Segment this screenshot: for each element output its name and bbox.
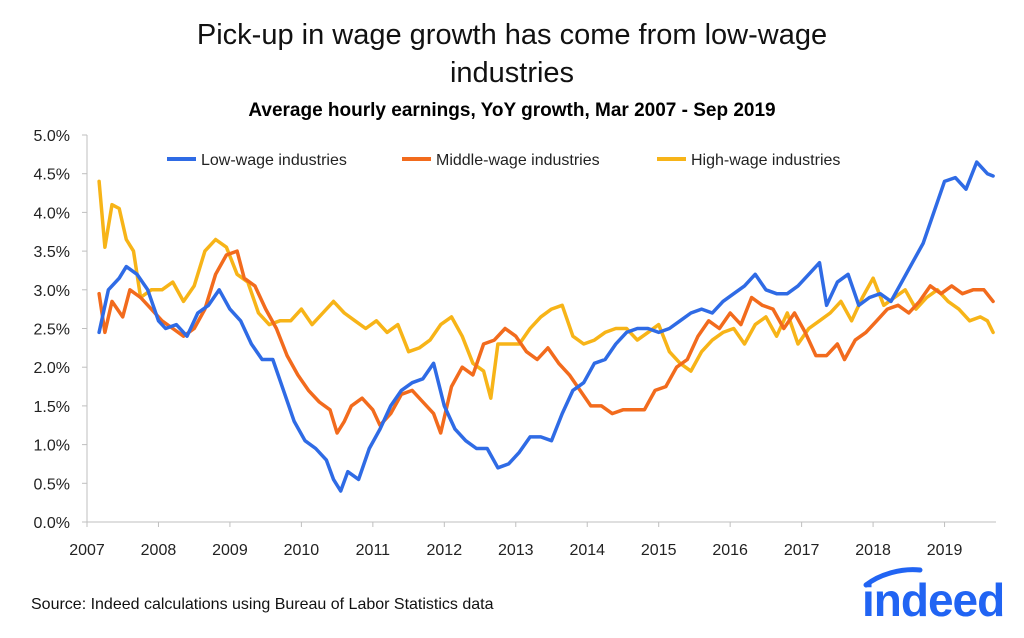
logo-wordmark: indeed (862, 574, 1004, 626)
x-tick-label: 2011 (356, 542, 391, 559)
x-tick-label: 2015 (641, 542, 677, 559)
chart-subtitle: Average hourly earnings, YoY growth, Mar… (248, 100, 775, 121)
x-tick-label: 2007 (69, 542, 105, 559)
y-tick-label: 2.5% (34, 322, 70, 339)
x-tick-label: 2017 (784, 542, 820, 559)
series-line-low-wage (97, 160, 995, 493)
x-tick-label: 2010 (284, 542, 320, 559)
source-note: Source: Indeed calculations using Bureau… (31, 596, 494, 613)
y-tick-label: 2.0% (34, 360, 70, 377)
x-tick-label: 2009 (212, 542, 248, 559)
y-tick-label: 3.5% (34, 244, 70, 261)
x-tick-label: 2014 (569, 542, 605, 559)
x-tick-label: 2016 (712, 542, 748, 559)
legend-label-middle-wage: Middle-wage industries (436, 152, 600, 169)
legend-label-low-wage: Low-wage industries (201, 152, 347, 169)
y-tick-label: 0.5% (34, 476, 70, 493)
y-tick-label: 4.5% (34, 167, 70, 184)
x-axis: 2007 2008 2009 2010 2011 2012 2013 2014 2015 2016… (69, 522, 962, 559)
y-tick-label: 3.0% (34, 283, 70, 300)
legend-label-high-wage: High-wage industries (691, 152, 840, 169)
x-tick-label: 2013 (498, 542, 534, 559)
series-line-high-wage (97, 179, 995, 400)
y-tick-label: 4.0% (34, 205, 70, 222)
x-tick-label: 2019 (927, 542, 963, 559)
indeed-logo: indeed (862, 567, 1005, 626)
chart-title-line-1: Pick-up in wage growth has come from low… (197, 19, 827, 51)
y-axis: 0.0% 0.5% 1.0% 1.5% 2.0% 2.5% 3.0% 3.5% 4.0% 4.5%… (34, 128, 87, 532)
series-lines (97, 160, 995, 493)
logo-arc-icon (863, 567, 923, 588)
x-tick-label: 2018 (855, 542, 891, 559)
x-tick-label: 2008 (141, 542, 177, 559)
series-line-middle-wage (97, 249, 995, 435)
legend: Low-wage industries Middle-wage industri… (167, 152, 840, 169)
y-tick-label: 0.0% (34, 515, 70, 532)
y-tick-label: 1.0% (34, 438, 70, 455)
x-tick-label: 2012 (427, 542, 463, 559)
chart-title-line-2: industries (450, 57, 574, 89)
y-tick-label: 5.0% (34, 128, 70, 145)
y-tick-label: 1.5% (34, 399, 70, 416)
